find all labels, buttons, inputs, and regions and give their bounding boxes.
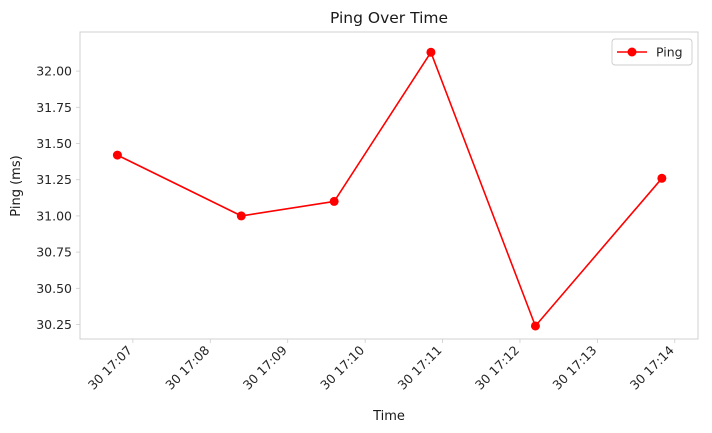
x-tick-label: 30 17:09 [240, 342, 290, 392]
data-point [112, 150, 122, 160]
series-layer [112, 47, 667, 331]
y-tick-label: 31.50 [36, 136, 72, 151]
data-point [657, 173, 667, 183]
data-point [530, 321, 540, 331]
y-tick-label: 31.25 [36, 172, 72, 187]
legend-box [611, 38, 693, 66]
x-tick-label: 30 17:12 [472, 343, 522, 393]
y-axis-ticks: 30.25 30.50 30.75 31.00 31.25 31.50 31.75 32.00 [36, 64, 80, 332]
y-tick-label: 31.00 [36, 208, 72, 223]
y-tick-label: 32.00 [36, 64, 72, 79]
x-axis-ticks: 30 17:07 30 17:08 30 17:09 30 17:10 30 17:11… [85, 339, 677, 393]
x-tick-label: 30 17:13 [549, 343, 599, 393]
x-tick-label: 30 17:11 [395, 343, 445, 393]
x-tick-label: 30 17:08 [162, 342, 212, 392]
data-point [426, 47, 436, 57]
series-line-ping [117, 51, 663, 327]
y-tick-label: 30.75 [36, 245, 72, 260]
x-tick-label: 30 17:10 [317, 342, 367, 392]
legend-marker [627, 47, 637, 57]
x-axis-label: Time [372, 409, 405, 424]
data-point [236, 211, 246, 221]
plot-area [79, 31, 699, 340]
chart-title: Ping Over Time [330, 9, 448, 27]
data-point [329, 196, 339, 206]
legend-label: Ping [656, 45, 683, 60]
legend: Ping [611, 38, 693, 66]
x-tick-label: 30 17:07 [85, 343, 135, 393]
y-tick-label: 30.50 [36, 281, 72, 296]
x-tick-label: 30 17:14 [627, 342, 677, 392]
y-tick-label: 31.75 [36, 100, 72, 115]
y-axis-label: Ping (ms) [9, 155, 24, 216]
y-tick-label: 30.25 [36, 317, 72, 332]
